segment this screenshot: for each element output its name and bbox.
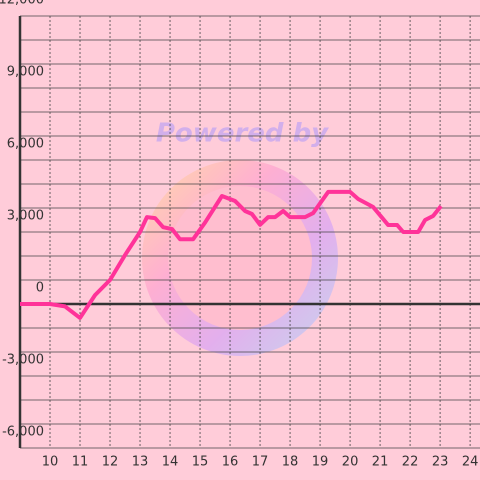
x-tick-label: 14 [162,455,179,470]
x-tick-label: 19 [312,455,329,470]
y-tick-label: -6,000 [2,425,44,440]
x-tick-label: 22 [402,455,419,470]
y-tick-label: -3,000 [2,353,44,368]
x-tick-label: 23 [432,455,449,470]
x-tick-label: 17 [252,455,269,470]
y-tick-label: 6,000 [7,137,44,152]
x-tick-label: 18 [282,455,299,470]
y-tick-label: 0 [36,281,44,296]
watermark-text: Powered by [156,119,329,149]
y-tick-label: 3,000 [7,209,44,224]
x-tick-label: 13 [132,455,149,470]
x-tick-label: 24 [462,455,479,470]
x-tick-label: 15 [192,455,209,470]
x-tick-label: 21 [372,455,389,470]
y-tick-label: 9,000 [7,65,44,80]
series-line [20,189,443,320]
x-tick-label: 20 [342,455,359,470]
x-tick-label: 10 [42,455,59,470]
watermark-logo [142,160,338,356]
x-tick-label: 16 [222,455,239,470]
x-tick-label: 11 [72,455,89,470]
y-tick-label: 12,000 [0,0,44,8]
x-tick-label: 12 [102,455,119,470]
